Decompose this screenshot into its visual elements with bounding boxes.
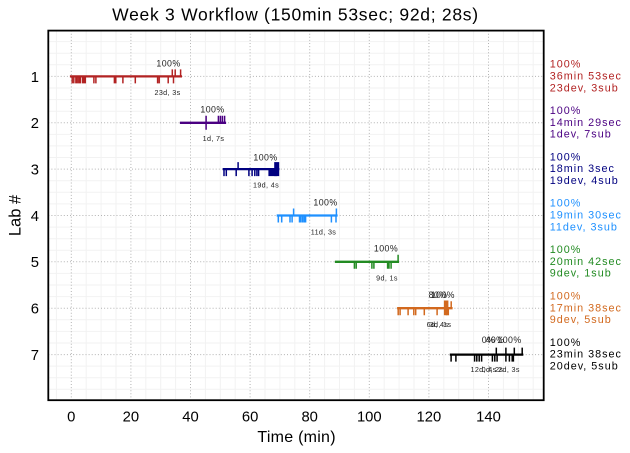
svg-text:0d, 2s: 0d, 2s xyxy=(482,365,504,374)
svg-text:100%: 100% xyxy=(497,335,521,345)
svg-text:100%: 100% xyxy=(200,105,224,115)
svg-text:23min 38sec: 23min 38sec xyxy=(550,349,622,361)
svg-text:100%: 100% xyxy=(253,152,277,162)
svg-text:2d, 3s: 2d, 3s xyxy=(498,365,520,374)
svg-text:40%: 40% xyxy=(486,335,505,345)
svg-text:100%: 100% xyxy=(550,151,582,163)
svg-text:100%: 100% xyxy=(550,337,582,349)
svg-text:0: 0 xyxy=(67,410,75,426)
svg-text:100: 100 xyxy=(357,410,382,426)
svg-text:100%: 100% xyxy=(313,198,337,208)
svg-text:100%: 100% xyxy=(550,59,582,71)
svg-text:6d, 4s: 6d, 4s xyxy=(427,320,449,329)
svg-text:100%: 100% xyxy=(550,290,582,302)
svg-text:100%: 100% xyxy=(431,290,455,300)
svg-text:1d, 7s: 1d, 7s xyxy=(203,134,225,143)
svg-text:2: 2 xyxy=(31,116,39,132)
svg-text:9d, 1s: 9d, 1s xyxy=(376,273,398,282)
svg-text:6: 6 xyxy=(31,302,39,318)
svg-text:0%: 0% xyxy=(482,335,496,345)
svg-text:3d, 1s: 3d, 1s xyxy=(430,320,452,329)
svg-text:Time (min): Time (min) xyxy=(257,429,335,446)
svg-text:100%: 100% xyxy=(550,198,582,210)
svg-text:5: 5 xyxy=(31,255,39,271)
svg-text:1: 1 xyxy=(31,70,39,86)
svg-text:80%: 80% xyxy=(429,290,448,300)
svg-text:Lab #: Lab # xyxy=(7,194,25,236)
svg-text:11d, 3s: 11d, 3s xyxy=(311,228,337,237)
svg-text:23dev, 3sub: 23dev, 3sub xyxy=(550,82,619,94)
svg-text:23d, 3s: 23d, 3s xyxy=(154,88,180,97)
svg-text:11dev, 3sub: 11dev, 3sub xyxy=(550,221,618,233)
svg-text:12d, 4s: 12d, 4s xyxy=(470,365,496,374)
svg-text:60: 60 xyxy=(242,410,258,426)
svg-text:40: 40 xyxy=(182,410,198,426)
svg-text:19dev, 4sub: 19dev, 4sub xyxy=(550,175,619,187)
svg-text:100%: 100% xyxy=(550,105,582,117)
svg-text:4: 4 xyxy=(31,209,39,225)
svg-text:100%: 100% xyxy=(156,58,180,68)
svg-text:36min 53sec: 36min 53sec xyxy=(550,71,622,83)
svg-text:14min 29sec: 14min 29sec xyxy=(550,117,622,129)
svg-text:19d, 4s: 19d, 4s xyxy=(253,181,279,190)
svg-text:Week 3 Workflow (150min 53sec;: Week 3 Workflow (150min 53sec; 92d; 28s) xyxy=(112,5,479,25)
svg-text:140: 140 xyxy=(476,410,501,426)
svg-text:1dev, 7sub: 1dev, 7sub xyxy=(550,129,612,141)
svg-text:19min 30sec: 19min 30sec xyxy=(550,210,622,222)
svg-text:100%: 100% xyxy=(550,244,582,256)
svg-text:20min 42sec: 20min 42sec xyxy=(550,256,622,268)
svg-text:80: 80 xyxy=(301,410,317,426)
svg-text:20: 20 xyxy=(123,410,139,426)
svg-text:9dev, 1sub: 9dev, 1sub xyxy=(550,268,612,280)
svg-text:20dev, 5sub: 20dev, 5sub xyxy=(550,361,619,373)
svg-text:7: 7 xyxy=(31,348,39,364)
svg-text:3: 3 xyxy=(31,163,39,179)
svg-text:120: 120 xyxy=(417,410,442,426)
svg-text:100%: 100% xyxy=(374,243,398,253)
svg-text:17min 38sec: 17min 38sec xyxy=(550,302,622,314)
svg-text:18min 3sec: 18min 3sec xyxy=(550,163,615,175)
svg-text:9dev, 5sub: 9dev, 5sub xyxy=(550,314,612,326)
